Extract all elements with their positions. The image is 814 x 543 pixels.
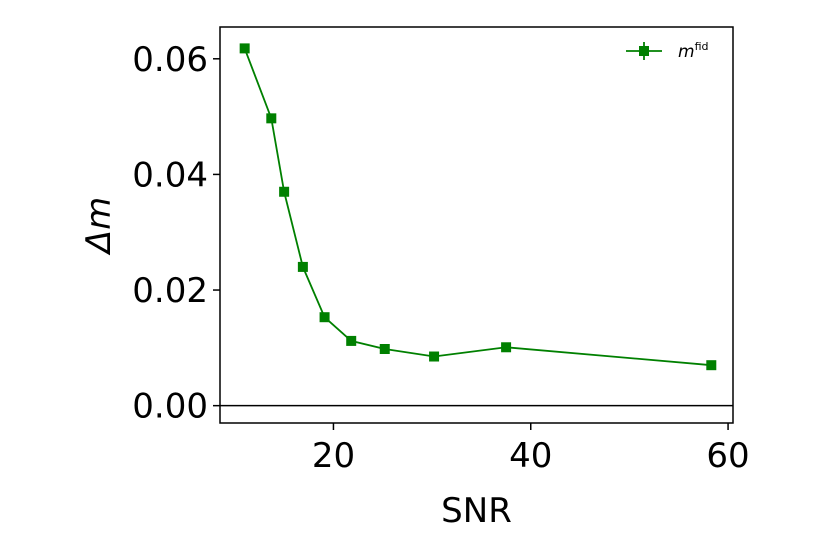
legend-label: mfid	[678, 40, 708, 62]
series-line	[243, 48, 712, 367]
y-tick-label: 0.04	[132, 155, 208, 195]
data-point-marker	[501, 342, 512, 353]
data-point-marker	[297, 261, 308, 272]
legend: mfid	[626, 40, 708, 62]
y-axis-label: Δm	[79, 197, 119, 256]
data-point-marker	[346, 335, 357, 346]
data-point-marker	[279, 186, 290, 197]
x-axis-label: SNR	[441, 491, 512, 531]
data-point-marker	[266, 113, 277, 124]
y-tick-label: 0.06	[132, 40, 208, 80]
data-point-marker	[429, 351, 440, 362]
x-tick-label: 20	[312, 436, 355, 476]
axes: 20 40 60 0.00 0.02 0.04 0.06	[132, 40, 749, 476]
legend-series-superscript: fid	[695, 40, 709, 53]
data-point-marker	[379, 344, 390, 355]
legend-series-name: m	[678, 42, 695, 62]
y-tick-label: 0.00	[132, 387, 208, 427]
data-point-marker	[239, 43, 250, 54]
x-tick-label: 60	[706, 436, 749, 476]
x-tick-label: 40	[509, 436, 552, 476]
y-tick-label: 0.02	[132, 271, 208, 311]
plot-frame	[219, 26, 734, 424]
plot-area	[220, 43, 733, 407]
data-point-marker	[319, 312, 330, 323]
data-point-marker	[706, 360, 717, 371]
